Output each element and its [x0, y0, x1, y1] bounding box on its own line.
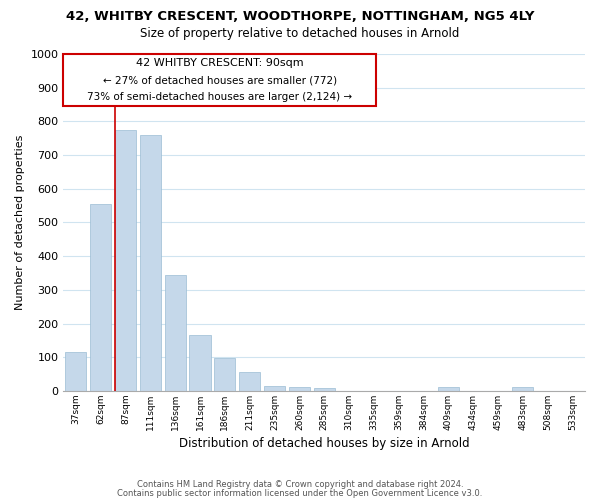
Bar [289, 387, 310, 391]
X-axis label: Distribution of detached houses by size in Arnold: Distribution of detached houses by size … [179, 437, 470, 450]
Y-axis label: Number of detached properties: Number of detached properties [15, 135, 25, 310]
Bar [239, 372, 260, 391]
Bar [438, 387, 459, 391]
Text: 42, WHITBY CRESCENT, WOODTHORPE, NOTTINGHAM, NG5 4LY: 42, WHITBY CRESCENT, WOODTHORPE, NOTTING… [66, 10, 534, 23]
Bar [115, 130, 136, 391]
Text: Size of property relative to detached houses in Arnold: Size of property relative to detached ho… [140, 28, 460, 40]
Bar [164, 274, 186, 391]
Bar [314, 388, 335, 391]
Bar [264, 386, 285, 391]
Bar [65, 352, 86, 391]
Text: Contains HM Land Registry data © Crown copyright and database right 2024.: Contains HM Land Registry data © Crown c… [137, 480, 463, 489]
Text: 73% of semi-detached houses are larger (2,124) →: 73% of semi-detached houses are larger (… [88, 92, 352, 102]
Bar [512, 387, 533, 391]
Bar [190, 336, 211, 391]
Bar [214, 358, 235, 391]
FancyBboxPatch shape [64, 54, 376, 106]
Bar [90, 204, 111, 391]
Text: 42 WHITBY CRESCENT: 90sqm: 42 WHITBY CRESCENT: 90sqm [136, 58, 304, 68]
Text: ← 27% of detached houses are smaller (772): ← 27% of detached houses are smaller (77… [103, 75, 337, 85]
Text: Contains public sector information licensed under the Open Government Licence v3: Contains public sector information licen… [118, 488, 482, 498]
Bar [140, 135, 161, 391]
